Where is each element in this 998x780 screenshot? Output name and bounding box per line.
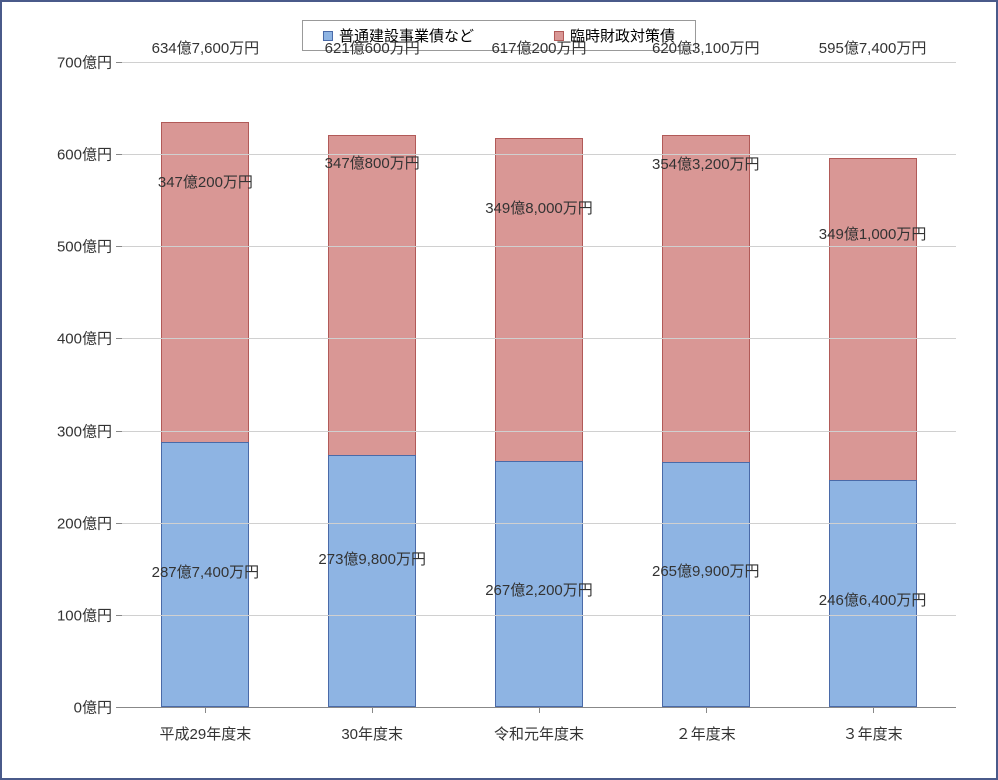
bar-segment: 349億8,000万円: [495, 138, 583, 460]
x-axis-label: 30年度末: [341, 707, 403, 744]
total-label: 617億200万円: [491, 37, 586, 62]
y-axis-label: 700億円: [57, 52, 122, 73]
segment-label: 267億2,200万円: [485, 579, 593, 600]
chart-container: 普通建設事業債など 臨時財政対策債 347億200万円287億7,400万円63…: [0, 0, 998, 780]
x-axis-label: 平成29年度末: [160, 707, 252, 744]
bar-group: 354億3,200万円265億9,900万円620億3,100万円２年度末: [662, 62, 750, 707]
total-label: 620億3,100万円: [652, 37, 760, 62]
bar-group: 349億1,000万円246億6,400万円595億7,400万円３年度末: [829, 62, 917, 707]
total-label: 595億7,400万円: [819, 37, 927, 62]
y-axis-label: 200億円: [57, 512, 122, 533]
segment-label: 265億9,900万円: [652, 560, 760, 581]
segment-label: 349億1,000万円: [819, 223, 927, 244]
x-axis-label: ３年度末: [843, 707, 903, 744]
bar-group: 347億200万円287億7,400万円634億7,600万円平成29年度末: [161, 62, 249, 707]
gridline: [116, 431, 956, 432]
bar-segment: 347億200万円: [161, 122, 249, 442]
segment-label: 349億8,000万円: [485, 197, 593, 218]
bars-region: 347億200万円287億7,400万円634億7,600万円平成29年度末34…: [122, 62, 956, 707]
x-axis-label: ２年度末: [676, 707, 736, 744]
gridline: [116, 615, 956, 616]
total-label: 634億7,600万円: [152, 37, 260, 62]
y-axis-label: 0億円: [74, 697, 122, 718]
gridline: [116, 154, 956, 155]
total-label: 621億600万円: [325, 37, 420, 62]
plot-area: 347億200万円287億7,400万円634億7,600万円平成29年度末34…: [122, 62, 956, 708]
bar-segment: 267億2,200万円: [495, 461, 583, 707]
gridline: [116, 523, 956, 524]
segment-label: 354億3,200万円: [652, 153, 760, 174]
bar-segment: 347億800万円: [328, 135, 416, 455]
x-axis-label: 令和元年度末: [494, 707, 584, 744]
segment-label: 246億6,400万円: [819, 589, 927, 610]
y-axis-label: 600億円: [57, 144, 122, 165]
segment-label: 287億7,400万円: [152, 561, 260, 582]
y-axis-label: 500億円: [57, 236, 122, 257]
y-axis-label: 400億円: [57, 328, 122, 349]
bar-group: 347億800万円273億9,800万円621億600万円30年度末: [328, 62, 416, 707]
gridline: [116, 338, 956, 339]
bar-segment: 273億9,800万円: [328, 455, 416, 707]
chart-inner: 普通建設事業債など 臨時財政対策債 347億200万円287億7,400万円63…: [12, 12, 986, 768]
bar-group: 349億8,000万円267億2,200万円617億200万円令和元年度末: [495, 62, 583, 707]
y-axis-label: 300億円: [57, 420, 122, 441]
bar-segment: 265億9,900万円: [662, 462, 750, 707]
gridline: [116, 246, 956, 247]
bar-segment: 287億7,400万円: [161, 442, 249, 707]
gridline: [116, 62, 956, 63]
bar-segment: 246億6,400万円: [829, 480, 917, 707]
y-axis-label: 100億円: [57, 604, 122, 625]
bar-segment: 354億3,200万円: [662, 135, 750, 461]
segment-label: 347億200万円: [158, 171, 253, 192]
segment-label: 273億9,800万円: [318, 548, 426, 569]
